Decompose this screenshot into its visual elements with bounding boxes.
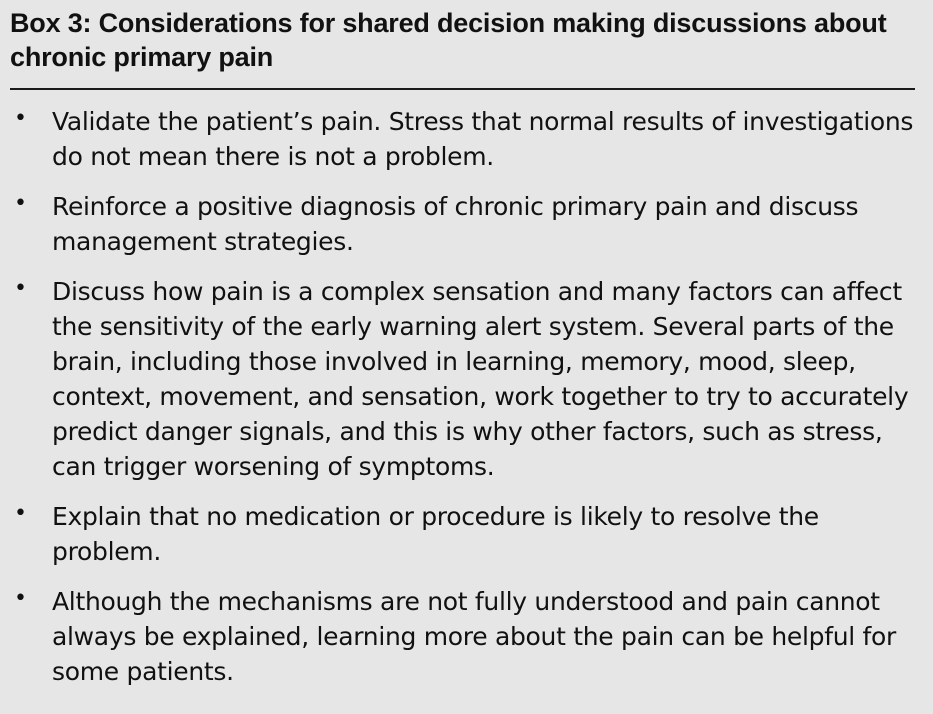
list-item: • Validate the patient’s pain. Stress th…	[10, 104, 915, 174]
list-item-text: Validate the patient’s pain. Stress that…	[52, 107, 914, 171]
list-item: • Discuss how pain is a complex sensatio…	[10, 274, 915, 484]
list-item: • Reinforce a positive diagnosis of chro…	[10, 189, 915, 259]
box-title: Box 3: Considerations for shared decisio…	[10, 8, 887, 72]
list-item: • Explain that no medication or procedur…	[10, 499, 915, 569]
bullet-icon: •	[14, 501, 27, 526]
bullet-icon: •	[14, 106, 27, 131]
list-item: • Although the mechanisms are not fully …	[10, 584, 915, 689]
list-item-text: Discuss how pain is a complex sensation …	[52, 277, 909, 481]
considerations-list: • Validate the patient’s pain. Stress th…	[10, 104, 915, 689]
title-divider	[10, 88, 915, 90]
bullet-icon: •	[14, 276, 27, 301]
list-item-text: Reinforce a positive diagnosis of chroni…	[52, 192, 859, 256]
bullet-icon: •	[14, 191, 27, 216]
list-item-text: Explain that no medication or procedure …	[52, 502, 819, 566]
list-item-text: Although the mechanisms are not fully un…	[52, 587, 897, 686]
bullet-icon: •	[14, 586, 27, 611]
